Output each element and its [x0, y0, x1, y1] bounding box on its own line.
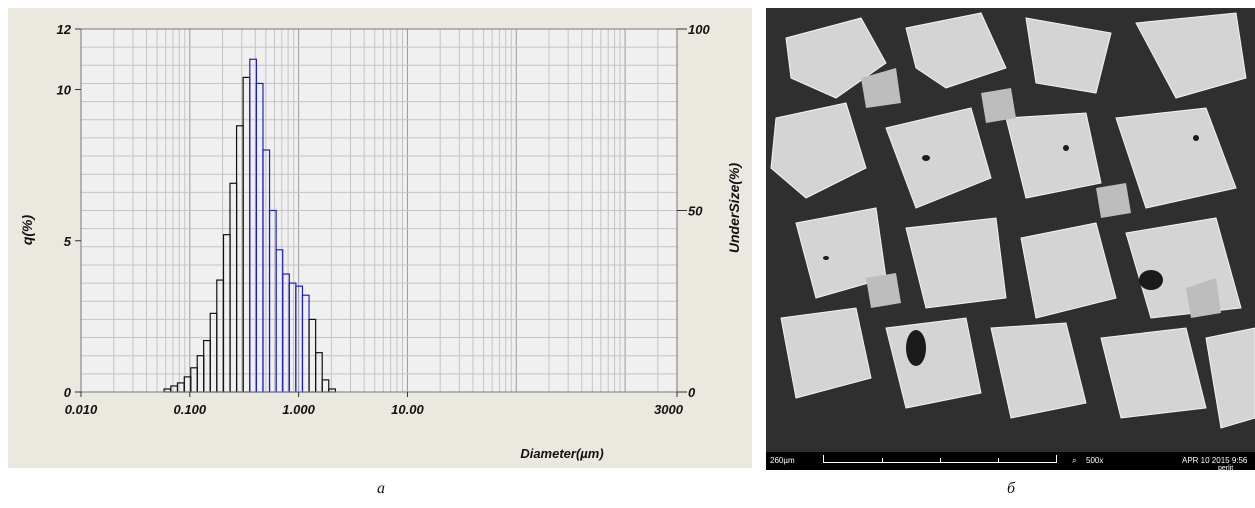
grid-lines — [80, 28, 678, 393]
x-tick-label: 3000 — [654, 402, 684, 417]
scale-bar-label: 260µm — [770, 456, 795, 465]
perlite-particles-image — [766, 8, 1255, 452]
caption-b: б — [1007, 480, 1016, 497]
y-left-tick-label: 12 — [57, 22, 72, 37]
y-axis-left-label: q(%) — [19, 215, 35, 246]
x-axis-label: Diameter(µm) — [520, 446, 603, 461]
x-tick-label: 0.100 — [174, 402, 207, 417]
axis-ticks: 0 5 10 12 0 50 100 0.010 0.100 1.000 10.00 3000 — [57, 22, 711, 417]
magnifier-icon: ⌕ — [1072, 456, 1077, 465]
sample-label: perlit — [1218, 465, 1234, 470]
y-left-tick-label: 5 — [64, 234, 72, 249]
sem-micrograph: 260µm ⌕ 500x APR 10 2015 9:56 perlit — [766, 8, 1255, 470]
caption-a: a — [377, 480, 385, 497]
y-left-tick-label: 10 — [57, 83, 72, 98]
sem-info-bar: 260µm ⌕ 500x APR 10 2015 9:56 perlit — [766, 452, 1255, 470]
magnification-label: 500x — [1086, 456, 1104, 465]
y-axis-right-label: UnderSize(%) — [726, 163, 742, 254]
timestamp-label: APR 10 2015 9:56 — [1182, 456, 1248, 465]
y-left-tick-label: 0 — [64, 385, 72, 400]
scale-bar — [823, 455, 1057, 463]
y-right-tick-label: 50 — [688, 204, 703, 219]
particle-size-chart: 0 5 10 12 0 50 100 0.010 0.100 1.000 10.00 3000 q(%… — [8, 8, 752, 468]
y-right-tick-label: 0 — [688, 385, 696, 400]
chart-svg: 0 5 10 12 0 50 100 0.010 0.100 1.000 10.00 3000 q(%… — [8, 8, 752, 468]
x-tick-label: 1.000 — [282, 402, 315, 417]
x-tick-label: 0.010 — [65, 402, 98, 417]
y-right-tick-label: 100 — [688, 22, 710, 37]
x-tick-label: 10.00 — [391, 402, 424, 417]
